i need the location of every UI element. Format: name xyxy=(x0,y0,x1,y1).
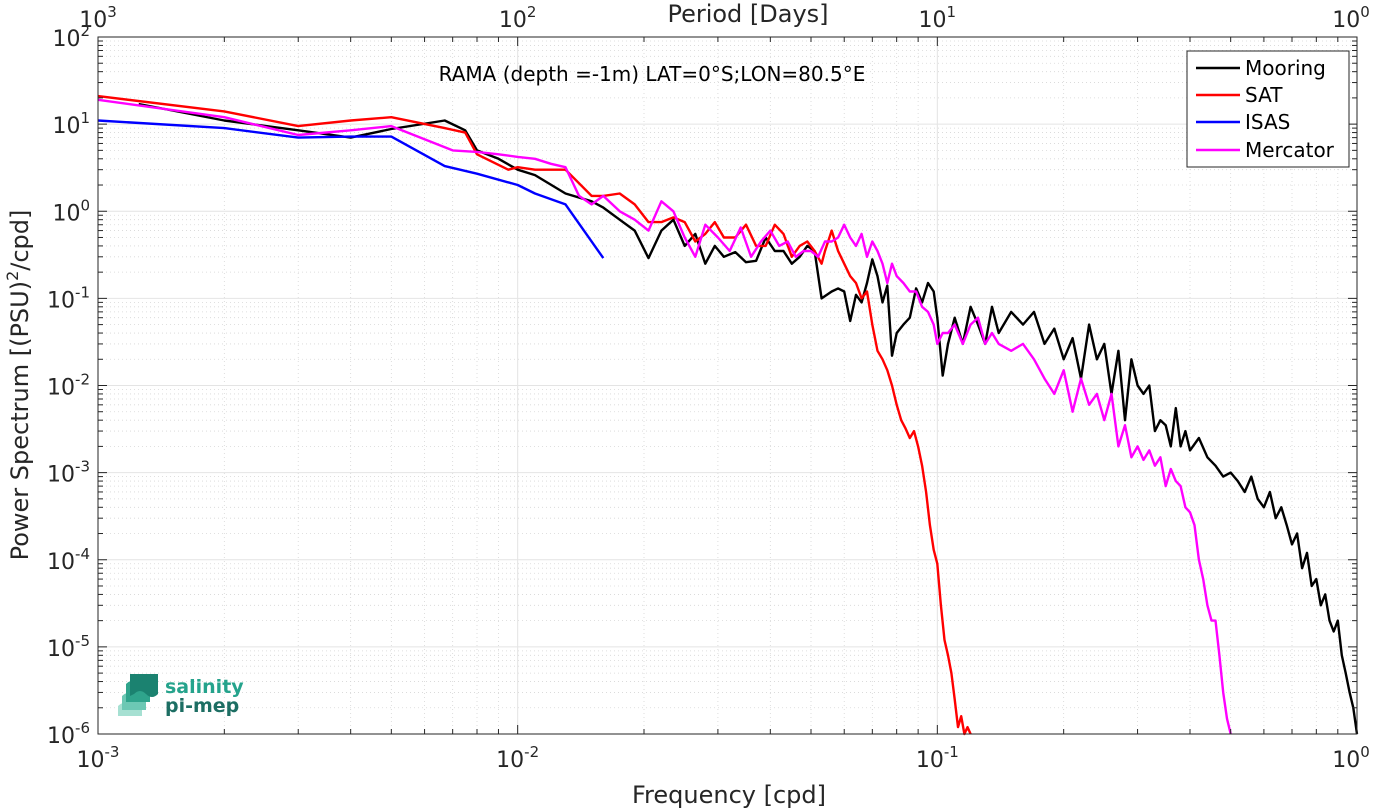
y-tick-label: 10-1 xyxy=(47,283,90,313)
top-tick-label: 102 xyxy=(499,3,537,33)
y-tick-label: 10-4 xyxy=(47,545,90,575)
legend-label-mercator: Mercator xyxy=(1245,138,1335,162)
y-axis-label-part1: Power Spectrum [(PSU) xyxy=(6,281,34,560)
y-tick-label: 10-3 xyxy=(47,458,90,488)
x-tick-label: 100 xyxy=(1332,743,1370,773)
y-tick-label: 102 xyxy=(52,22,90,52)
y-tick-label: 10-6 xyxy=(47,719,90,749)
x-tick-label: 10-1 xyxy=(916,743,959,773)
series-lines xyxy=(97,94,1359,736)
series-line-sat xyxy=(97,94,972,736)
logo-wave-icon xyxy=(118,674,158,716)
logo-text-salinity: salinity xyxy=(165,676,244,698)
top-tick-label: 103 xyxy=(79,3,117,33)
y-axis-label: Power Spectrum [(PSU)2/cpd] xyxy=(3,210,34,561)
legend-label-mooring: Mooring xyxy=(1245,56,1326,80)
y-tick-label: 10-2 xyxy=(47,371,90,401)
y-axis-label-sup: 2 xyxy=(3,271,22,281)
chart-annotation: RAMA (depth =-1m) LAT=0°S;LON=80.5°E xyxy=(439,62,866,86)
grid xyxy=(97,36,1358,735)
top-tick-label: 100 xyxy=(1332,3,1370,33)
series-line-isas xyxy=(97,119,605,259)
salinity-pi-mep-logo: salinity pi-mep xyxy=(118,674,244,717)
legend-label-sat: SAT xyxy=(1245,83,1283,107)
legend-label-isas: ISAS xyxy=(1245,110,1290,134)
legend: Mooring SAT ISAS Mercator xyxy=(1186,50,1350,168)
x-tick-label: 10-3 xyxy=(77,743,120,773)
series-line-mercator xyxy=(97,98,1232,735)
y-axis-label-part2: /cpd] xyxy=(6,210,34,271)
y-tick-label: 101 xyxy=(52,109,90,139)
x-tick-label: 10-2 xyxy=(496,743,539,773)
top-tick-label: 101 xyxy=(919,3,957,33)
logo-text-pi-mep: pi-mep xyxy=(165,695,239,717)
x-axis-label: Frequency [cpd] xyxy=(632,781,826,809)
y-tick-label: 100 xyxy=(52,196,90,226)
top-x-axis-label: Period [Days] xyxy=(667,0,828,28)
legend-box xyxy=(1186,50,1350,168)
y-tick-label: 10-5 xyxy=(47,632,90,662)
